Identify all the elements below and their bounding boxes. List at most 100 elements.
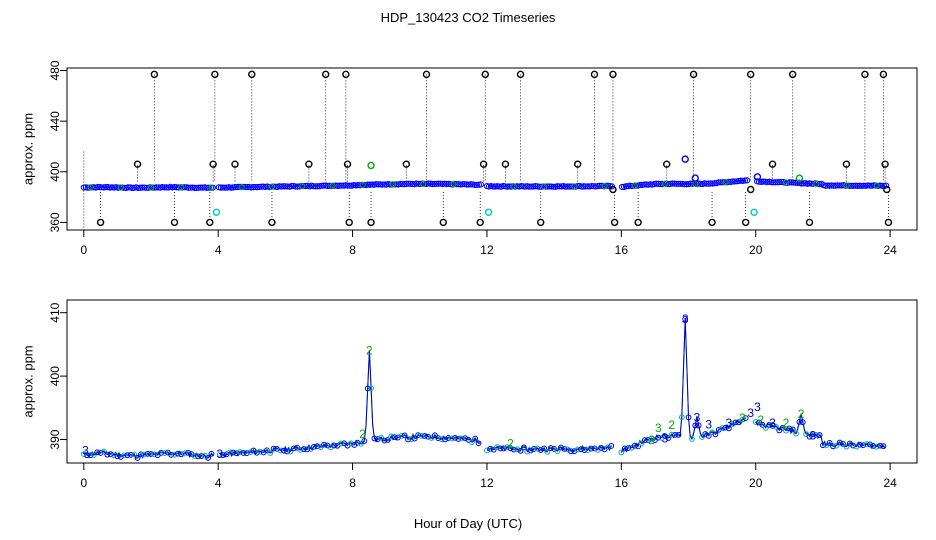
data-point xyxy=(288,183,295,190)
data-point xyxy=(181,450,188,457)
data-point xyxy=(185,184,192,191)
data-point xyxy=(138,451,144,458)
data-point xyxy=(828,182,835,189)
data-point xyxy=(397,180,404,188)
data-point xyxy=(834,182,841,189)
data-point xyxy=(405,436,411,443)
data-point xyxy=(191,453,198,459)
data-point xyxy=(448,435,455,442)
data-point xyxy=(254,184,261,191)
data-point xyxy=(467,181,474,188)
data-point xyxy=(653,180,660,187)
point-label: 3 xyxy=(655,421,662,435)
outlier-points xyxy=(96,70,893,227)
point-label: 3 xyxy=(682,312,689,326)
data-point xyxy=(625,445,631,452)
data-point xyxy=(331,442,337,449)
data-point xyxy=(368,385,374,392)
data-point xyxy=(760,178,767,185)
data-point xyxy=(621,445,628,452)
outlier-point xyxy=(609,70,617,79)
outlier-point xyxy=(768,160,777,168)
outlier-point xyxy=(248,70,256,79)
data-point xyxy=(181,184,188,191)
data-point xyxy=(561,445,568,452)
data-point xyxy=(391,434,398,440)
data-point xyxy=(187,184,194,191)
data-point xyxy=(598,445,605,451)
data-point xyxy=(689,436,695,442)
data-point xyxy=(381,181,388,188)
data-point xyxy=(161,184,168,191)
data-point xyxy=(668,431,675,438)
top-panel-marks xyxy=(80,70,893,228)
data-point xyxy=(581,447,588,453)
data-point xyxy=(161,450,168,457)
y-tick-label: 400 xyxy=(48,366,62,386)
data-point xyxy=(867,441,873,448)
data-point xyxy=(793,430,799,437)
outlier-point xyxy=(305,160,313,168)
outlier-point xyxy=(422,70,431,79)
data-point xyxy=(379,181,386,188)
data-point xyxy=(129,184,136,192)
data-point xyxy=(398,433,405,439)
data-point xyxy=(524,448,531,455)
x-tick-label: 20 xyxy=(749,243,763,257)
outlier-point xyxy=(484,208,493,216)
data-point xyxy=(678,414,685,421)
data-point xyxy=(584,183,591,190)
data-point xyxy=(683,181,690,188)
data-point xyxy=(299,183,306,190)
data-point xyxy=(208,184,215,191)
data-point xyxy=(344,182,351,189)
data-point xyxy=(699,434,705,440)
data-point xyxy=(445,435,452,441)
data-point xyxy=(584,447,591,454)
data-point xyxy=(554,183,561,190)
data-point xyxy=(735,177,743,185)
series-line-blue xyxy=(755,414,886,449)
data-point xyxy=(193,184,200,192)
data-point xyxy=(477,181,485,188)
data-point xyxy=(661,180,669,187)
data-point xyxy=(471,181,478,189)
data-point xyxy=(280,183,287,190)
data-point xyxy=(395,434,401,441)
data-point xyxy=(219,184,226,191)
data-point xyxy=(843,182,850,189)
outlier-point xyxy=(681,155,689,163)
data-point xyxy=(695,422,702,429)
data-point xyxy=(240,450,247,456)
data-point xyxy=(742,415,749,422)
outlier-point xyxy=(884,218,893,227)
data-point xyxy=(354,439,361,446)
data-point xyxy=(692,422,699,429)
outlier-point xyxy=(345,218,353,227)
data-point xyxy=(601,183,608,190)
data-point xyxy=(433,180,440,187)
data-point xyxy=(715,179,722,186)
outlier-point xyxy=(211,70,219,79)
y-tick-label: 400 xyxy=(48,161,62,181)
data-point xyxy=(832,182,839,189)
outlier-point xyxy=(590,70,599,79)
data-point xyxy=(171,451,178,458)
data-point xyxy=(304,446,311,453)
data-point xyxy=(574,446,581,453)
data-point xyxy=(776,179,783,186)
data-point xyxy=(528,183,535,190)
data-point xyxy=(227,184,235,191)
data-point xyxy=(389,181,396,188)
data-point xyxy=(141,451,148,458)
data-point xyxy=(111,452,117,459)
data-point xyxy=(774,179,781,186)
data-point xyxy=(409,180,416,188)
data-point xyxy=(282,183,289,190)
data-point xyxy=(638,440,645,447)
data-point xyxy=(147,184,155,191)
data-point xyxy=(856,182,863,189)
data-point xyxy=(178,184,185,191)
data-point xyxy=(163,184,170,191)
data-point xyxy=(195,184,202,191)
